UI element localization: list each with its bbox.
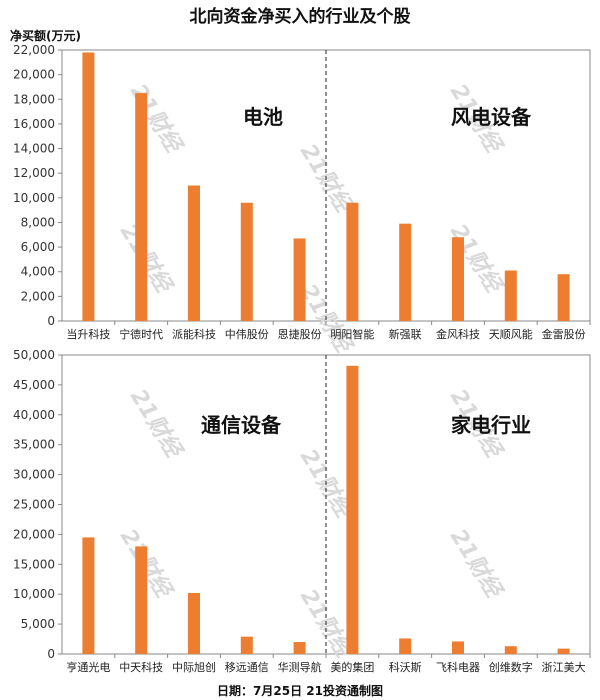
group-label: 电池 xyxy=(243,105,283,129)
footer-note: 日期：7月25日 21投资通制图 xyxy=(217,684,383,698)
x-tick-label: 华测导航 xyxy=(278,660,322,674)
y-tick-label: 4,000 xyxy=(21,265,55,279)
x-tick-label: 中伟股份 xyxy=(225,328,269,341)
watermark-text: 21财经 xyxy=(445,524,508,604)
y-tick-label: 0 xyxy=(47,314,55,328)
x-tick-label: 新强联 xyxy=(389,327,422,341)
bar xyxy=(452,641,464,654)
bar xyxy=(504,270,517,321)
bar xyxy=(188,185,200,321)
x-tick-label: 金风科技 xyxy=(436,327,480,341)
x-tick-label: 美的集团 xyxy=(330,660,374,674)
y-axis-unit-label: 净买额(万元) xyxy=(10,29,81,43)
watermark-text: 21财经 xyxy=(125,79,188,159)
y-tick-label: 45,000 xyxy=(13,378,55,392)
y-tick-label: 10,000 xyxy=(13,191,55,205)
bar xyxy=(346,365,359,654)
group-label: 家电行业 xyxy=(451,413,531,437)
chart-title: 北向资金净买入的行业及个股 xyxy=(189,7,411,27)
bar xyxy=(293,642,306,654)
x-tick-label: 派能科技 xyxy=(172,327,216,341)
x-tick-label: 金雷股份 xyxy=(542,327,586,341)
bar xyxy=(82,52,95,322)
x-tick-label: 当升科技 xyxy=(66,327,110,341)
bar xyxy=(82,537,95,654)
y-tick-label: 8,000 xyxy=(21,215,55,229)
x-tick-label: 明阳智能 xyxy=(330,327,374,341)
x-tick-label: 亨通光电 xyxy=(66,660,110,674)
y-tick-label: 18,000 xyxy=(13,92,55,106)
bar xyxy=(504,646,517,654)
bar xyxy=(399,223,412,321)
x-tick-label: 移远通信 xyxy=(225,661,269,674)
y-tick-label: 14,000 xyxy=(13,142,55,156)
y-tick-label: 35,000 xyxy=(13,438,55,452)
y-tick-label: 5,000 xyxy=(21,617,55,631)
bar xyxy=(135,93,148,321)
group-label: 风电设备 xyxy=(451,105,532,129)
bar xyxy=(293,238,306,321)
x-tick-label: 恩捷股份 xyxy=(278,327,322,341)
y-tick-label: 2,000 xyxy=(21,289,55,303)
x-tick-label: 飞科电器 xyxy=(436,660,480,674)
watermark-text: 21财经 xyxy=(125,384,188,464)
x-tick-label: 科沃斯 xyxy=(389,660,422,674)
y-tick-label: 20,000 xyxy=(13,527,55,541)
bar xyxy=(240,636,253,654)
x-tick-label: 宁德时代 xyxy=(119,327,163,341)
bar xyxy=(240,202,253,321)
y-tick-label: 16,000 xyxy=(13,117,55,131)
y-tick-label: 25,000 xyxy=(13,498,55,512)
group-label: 通信设备 xyxy=(201,413,282,437)
bar xyxy=(399,638,412,654)
y-tick-label: 15,000 xyxy=(13,557,55,571)
bar xyxy=(135,546,148,654)
x-tick-label: 天顺风能 xyxy=(489,327,533,341)
x-tick-label: 中天科技 xyxy=(119,660,163,674)
y-tick-label: 12,000 xyxy=(13,166,55,180)
bar xyxy=(557,648,570,654)
y-tick-label: 50,000 xyxy=(13,348,55,362)
y-tick-label: 20,000 xyxy=(13,68,55,82)
bar xyxy=(346,202,359,321)
x-tick-label: 中际旭创 xyxy=(172,660,216,674)
y-tick-label: 30,000 xyxy=(13,468,55,482)
bar xyxy=(557,274,570,321)
x-tick-label: 创维数字 xyxy=(489,660,533,674)
y-tick-label: 10,000 xyxy=(13,587,55,601)
y-tick-label: 6,000 xyxy=(21,240,55,254)
bar xyxy=(188,593,200,654)
y-tick-label: 22,000 xyxy=(13,43,55,57)
x-tick-label: 浙江美大 xyxy=(542,660,586,674)
bar xyxy=(452,237,464,321)
y-tick-label: 40,000 xyxy=(13,408,55,422)
y-tick-label: 0 xyxy=(47,647,55,661)
